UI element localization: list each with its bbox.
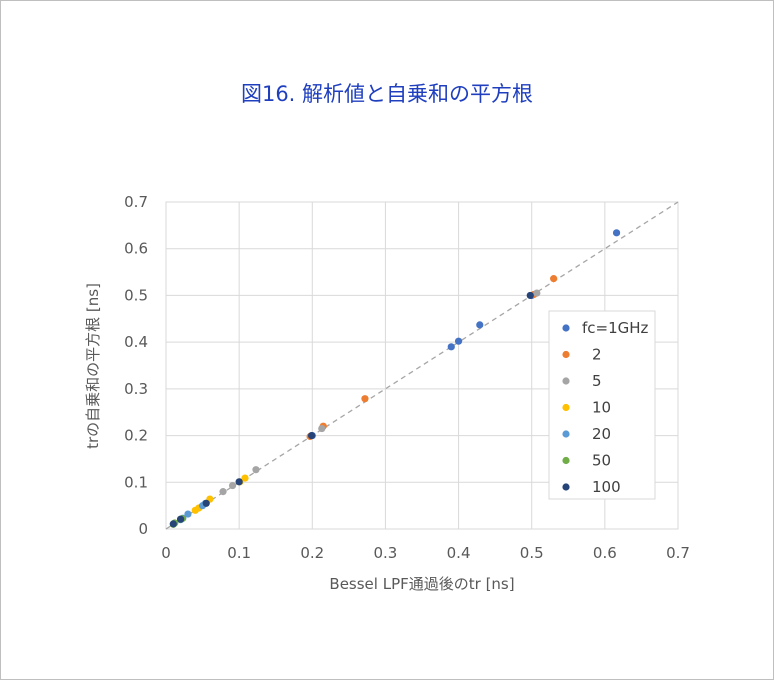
legend-marker bbox=[562, 403, 570, 412]
data-point-series-2 bbox=[228, 481, 237, 490]
x-tick-label: 0.6 bbox=[593, 544, 617, 562]
data-point-series-0 bbox=[612, 229, 621, 237]
legend-items: fc=1GHz 2 5 10 20 50 100 bbox=[562, 319, 649, 496]
legend-marker bbox=[562, 350, 570, 359]
legend-label: 10 bbox=[592, 399, 611, 417]
y-tick-label: 0.5 bbox=[124, 286, 148, 304]
data-point-series-1 bbox=[550, 275, 558, 283]
x-tick-label: 0.3 bbox=[373, 544, 397, 562]
data-point-series-6 bbox=[177, 515, 185, 523]
y-axis-label: trの自乗和の平方根 [ns] bbox=[84, 283, 102, 449]
x-axis-ticks: 0 0.1 0.2 0.3 0.4 0.5 0.6 0.7 bbox=[161, 544, 690, 562]
data-points bbox=[169, 229, 621, 528]
x-tick-label: 0.1 bbox=[227, 544, 251, 562]
data-point-series-6 bbox=[169, 520, 177, 528]
y-tick-label: 0.3 bbox=[124, 380, 148, 398]
data-point-series-0 bbox=[454, 337, 463, 345]
data-point-series-3 bbox=[191, 506, 199, 514]
legend: fc=1GHz 2 5 10 20 50 100 bbox=[548, 310, 656, 500]
data-point-series-2 bbox=[252, 466, 260, 474]
plot-area-border bbox=[165, 201, 679, 530]
legend-label: 100 bbox=[592, 478, 621, 496]
y-tick-label: 0.7 bbox=[124, 193, 148, 211]
chart-title: 図16. 解析値と自乗和の平方根 bbox=[240, 82, 534, 106]
x-tick-label: 0.2 bbox=[300, 544, 324, 562]
legend-marker bbox=[562, 456, 570, 465]
y-tick-label: 0.4 bbox=[124, 333, 148, 351]
y-axis-ticks: 0 0.1 0.2 0.3 0.4 0.5 0.6 0.7 bbox=[124, 193, 148, 538]
data-point-series-0 bbox=[447, 343, 455, 351]
y-tick-label: 0.6 bbox=[124, 240, 148, 258]
data-point-series-6 bbox=[526, 291, 534, 300]
data-point-series-2 bbox=[533, 289, 541, 297]
legend-marker bbox=[562, 430, 570, 438]
data-point-series-3 bbox=[241, 474, 249, 482]
legend-label: 20 bbox=[592, 425, 611, 443]
legend-label: 5 bbox=[592, 372, 602, 390]
data-point-series-2 bbox=[219, 488, 227, 496]
x-axis-label: Bessel LPF通過後のtr [ns] bbox=[329, 575, 514, 593]
x-tick-label: 0 bbox=[161, 544, 171, 562]
legend-marker bbox=[562, 324, 570, 332]
legend-marker bbox=[562, 483, 570, 491]
x-tick-label: 0.7 bbox=[666, 544, 690, 562]
y-tick-label: 0.2 bbox=[124, 427, 148, 445]
data-point-series-0 bbox=[476, 321, 484, 329]
legend-label: 50 bbox=[592, 452, 611, 470]
legend-label: 2 bbox=[592, 346, 602, 364]
reference-line bbox=[165, 201, 679, 530]
legend-label: fc=1GHz bbox=[582, 319, 649, 337]
data-point-series-1 bbox=[361, 395, 369, 403]
y-tick-label: 0 bbox=[138, 520, 148, 538]
x-tick-label: 0.5 bbox=[520, 544, 544, 562]
x-tick-label: 0.4 bbox=[447, 544, 471, 562]
data-point-series-2 bbox=[318, 424, 326, 433]
y-tick-label: 0.1 bbox=[124, 473, 148, 491]
data-point-series-4 bbox=[184, 510, 192, 518]
data-point-series-6 bbox=[235, 478, 243, 486]
data-point-series-6 bbox=[307, 431, 316, 440]
legend-marker bbox=[562, 377, 570, 385]
data-point-series-6 bbox=[202, 499, 210, 507]
